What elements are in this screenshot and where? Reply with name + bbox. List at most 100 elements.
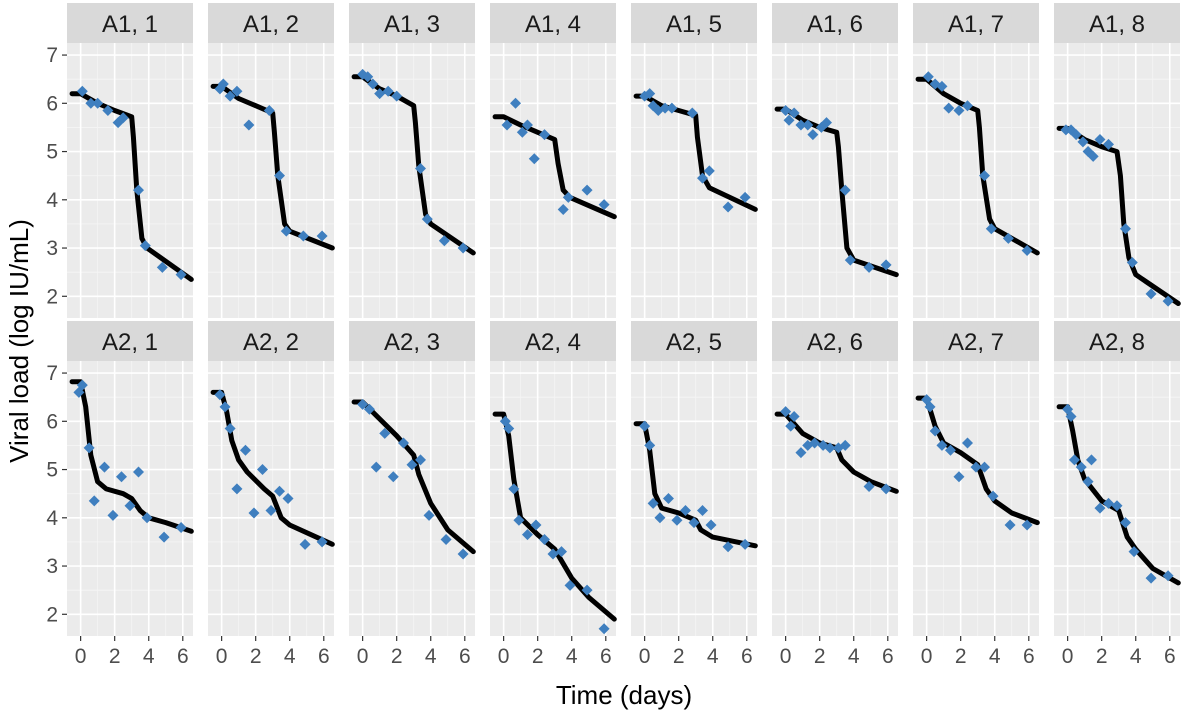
observed-point — [987, 490, 999, 502]
observed-point — [357, 398, 369, 410]
observed-point — [739, 538, 751, 550]
observed-point — [785, 420, 797, 432]
observed-point — [839, 439, 851, 451]
observed-point — [961, 437, 973, 449]
observed-point — [83, 442, 95, 454]
x-tick-label: 0 — [216, 645, 228, 668]
observed-point — [362, 71, 374, 83]
facet-strip — [772, 3, 898, 43]
panel-background — [349, 361, 475, 636]
facet-strip — [631, 321, 757, 361]
x-tick-label: 2 — [1096, 645, 1108, 668]
x-tick-label: 4 — [566, 645, 578, 668]
observed-point — [256, 464, 268, 476]
observed-point — [686, 107, 698, 119]
x-tick-label: 6 — [600, 645, 612, 668]
observed-point — [501, 119, 513, 131]
x-tick-label: 2 — [109, 645, 121, 668]
facet-panel: A1, 8 — [1054, 3, 1181, 318]
observed-point — [562, 191, 574, 203]
observed-point — [564, 579, 576, 591]
facet-strip — [349, 3, 475, 43]
observed-point — [115, 471, 127, 483]
observed-point — [1068, 454, 1080, 466]
observed-point — [1126, 257, 1138, 269]
facet-panel: A2, 5 — [631, 321, 758, 636]
observed-point — [1070, 129, 1082, 141]
observed-point — [880, 259, 892, 271]
observed-point — [139, 240, 151, 252]
y-tick-label: 3 — [46, 237, 58, 260]
observed-point — [92, 97, 104, 109]
observed-point — [76, 85, 88, 97]
facet-strip-label: A1, 7 — [948, 11, 1004, 38]
x-tick-label: 4 — [1130, 645, 1142, 668]
x-tick-label: 6 — [177, 645, 189, 668]
observed-point — [556, 546, 568, 558]
observed-point — [397, 437, 409, 449]
x-tick-label: 4 — [848, 645, 860, 668]
observed-point — [316, 536, 328, 548]
x-tick-label: 0 — [75, 645, 87, 668]
observed-point — [824, 442, 836, 454]
observed-point — [880, 483, 892, 495]
x-tick-label: 2 — [250, 645, 262, 668]
x-tick-label: 6 — [459, 645, 471, 668]
x-tick-label: 2 — [673, 645, 685, 668]
observed-point — [224, 90, 236, 102]
x-tick-label: 0 — [780, 645, 792, 668]
observed-point — [936, 439, 948, 451]
observed-point — [844, 254, 856, 266]
facet-panel: A1, 1 — [67, 3, 194, 318]
panel-background — [490, 43, 616, 318]
facet-strip-label: A2, 1 — [102, 329, 158, 356]
observed-point — [391, 90, 403, 102]
y-tick-label: 2 — [46, 285, 58, 308]
observed-point — [107, 509, 119, 521]
facet-strip — [349, 321, 475, 361]
y-tick-label: 7 — [46, 362, 58, 385]
observed-point — [1128, 546, 1140, 558]
observed-point — [922, 71, 934, 83]
observed-point — [141, 512, 153, 524]
observed-point — [316, 230, 328, 242]
observed-point — [102, 105, 114, 117]
observed-point — [1102, 497, 1114, 509]
observed-point — [703, 165, 715, 177]
facet-strip — [1054, 321, 1180, 361]
facet-strip-label: A2, 4 — [525, 329, 581, 356]
x-tick-label: 6 — [882, 645, 894, 668]
observed-point — [581, 584, 593, 596]
observed-point — [688, 517, 700, 529]
observed-point — [929, 425, 941, 437]
observed-point — [528, 153, 540, 165]
y-tick-label: 5 — [46, 459, 58, 482]
facet-panel: A2, 1 — [67, 321, 194, 636]
observed-point — [936, 80, 948, 92]
observed-point — [538, 534, 550, 546]
observed-point — [521, 529, 533, 541]
facet-panel: A2, 7 — [913, 321, 1040, 636]
facet-panel: A1, 7 — [913, 3, 1040, 318]
observed-point — [387, 471, 399, 483]
panel-background — [631, 43, 757, 318]
facet-strip — [208, 321, 334, 361]
observed-point — [1021, 519, 1033, 531]
observed-point — [175, 269, 187, 281]
facet-strip — [913, 3, 1039, 43]
observed-point — [224, 423, 236, 435]
facet-strip-label: A1, 2 — [243, 11, 299, 38]
observed-point — [1094, 502, 1106, 514]
observed-point — [243, 119, 255, 131]
observed-point — [1111, 500, 1123, 512]
observed-point — [863, 261, 875, 273]
observed-point — [953, 471, 965, 483]
observed-point — [379, 427, 391, 439]
observed-point — [788, 107, 800, 119]
x-tick-label: 2 — [391, 645, 403, 668]
observed-point — [76, 379, 88, 391]
facet-strip — [1054, 3, 1180, 43]
observed-point — [666, 102, 678, 114]
observed-point — [598, 199, 610, 211]
x-tick-label: 6 — [741, 645, 753, 668]
